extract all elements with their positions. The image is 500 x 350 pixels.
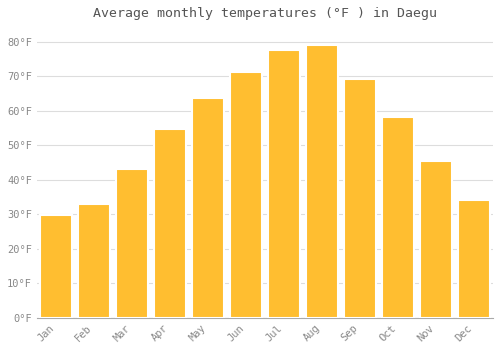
Title: Average monthly temperatures (°F ) in Daegu: Average monthly temperatures (°F ) in Da… [93, 7, 437, 20]
Bar [230, 72, 262, 318]
Bar [306, 45, 338, 318]
Bar [344, 79, 376, 318]
Bar [382, 117, 414, 318]
Bar [116, 169, 148, 318]
Bar [268, 50, 300, 318]
Bar [192, 98, 224, 318]
Bar [78, 204, 110, 318]
Bar [154, 129, 186, 318]
Bar [420, 161, 452, 318]
Bar [40, 215, 72, 318]
Bar [458, 199, 490, 318]
